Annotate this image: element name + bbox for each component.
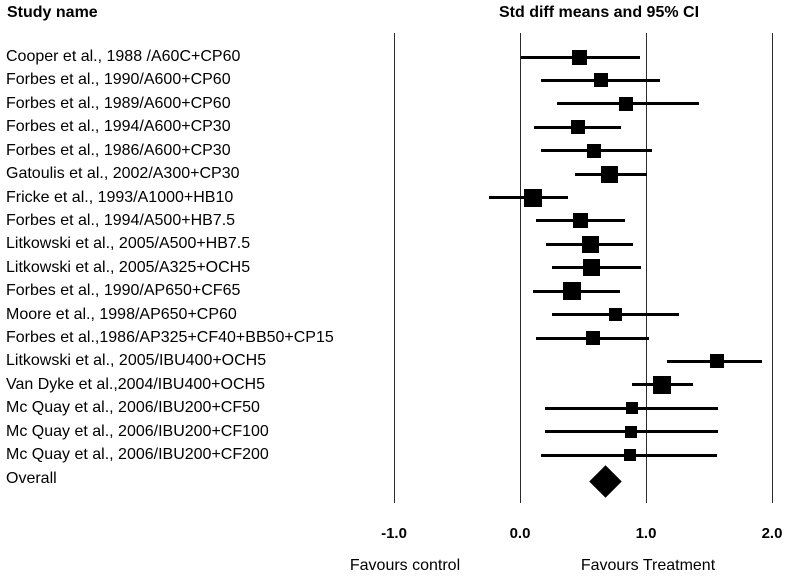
x-tick-label: -1.0 bbox=[381, 525, 407, 542]
study-label: Forbes et al.,1986/AP325+CF40+BB50+CP15 bbox=[6, 329, 334, 347]
effect-marker bbox=[626, 402, 639, 415]
study-label: Forbes et al., 1990/AP650+CF65 bbox=[6, 282, 241, 300]
effect-marker bbox=[609, 308, 623, 322]
effect-marker bbox=[618, 96, 633, 111]
effect-marker bbox=[709, 354, 724, 369]
effect-marker bbox=[653, 375, 672, 394]
effect-marker bbox=[587, 143, 602, 158]
grid-line bbox=[519, 33, 521, 503]
study-label: Cooper et al., 1988 /A60C+CP60 bbox=[6, 48, 241, 65]
x-tick-label: 1.0 bbox=[635, 525, 657, 542]
grid-line bbox=[393, 33, 395, 503]
grid-line bbox=[645, 33, 647, 503]
study-label: Van Dyke et al.,2004/IBU400+OCH5 bbox=[6, 375, 265, 393]
effect-marker bbox=[582, 235, 600, 253]
effect-marker bbox=[623, 449, 636, 462]
favours-treatment-label: Favours Treatment bbox=[580, 557, 716, 574]
favours-control-label: Favours control bbox=[349, 557, 461, 574]
study-label: Forbes et al., 1986/A600+CP30 bbox=[6, 141, 231, 159]
study-label: Litkowski et al., 2005/A325+OCH5 bbox=[6, 258, 251, 276]
effect-marker bbox=[523, 188, 542, 207]
study-label: Forbes et al., 1994/A500+HB7.5 bbox=[6, 211, 236, 229]
study-label: Forbes et al., 1989/A600+CP60 bbox=[6, 94, 231, 112]
x-tick-label: 0.0 bbox=[509, 525, 531, 542]
overall-diamond bbox=[589, 465, 622, 498]
study-label: Litkowski et al., 2005/A500+HB7.5 bbox=[6, 235, 251, 253]
effect-marker bbox=[586, 331, 601, 346]
plot-column-header: Std diff means and 95% CI bbox=[498, 4, 700, 21]
effect-marker bbox=[570, 120, 585, 135]
x-tick-label: 2.0 bbox=[761, 525, 783, 542]
effect-marker bbox=[624, 425, 637, 438]
study-label: Forbes et al., 1990/A600+CP60 bbox=[6, 71, 231, 89]
effect-marker bbox=[600, 165, 618, 183]
study-label: Mc Quay et al., 2006/IBU200+CF50 bbox=[6, 399, 260, 417]
study-label: Gatoulis et al., 2002/A300+CP30 bbox=[6, 165, 240, 183]
study-label: Moore et al., 1998/AP650+CP60 bbox=[6, 305, 237, 323]
effect-marker bbox=[571, 49, 587, 65]
effect-marker bbox=[572, 213, 588, 229]
study-label: Litkowski et al., 2005/IBU400+OCH5 bbox=[6, 352, 267, 370]
effect-marker bbox=[593, 73, 608, 88]
study-label: Forbes et al., 1994/A600+CP30 bbox=[6, 118, 231, 136]
study-label: Overall bbox=[6, 469, 57, 487]
study-label: Mc Quay et al., 2006/IBU200+CF100 bbox=[6, 422, 269, 440]
effect-marker bbox=[562, 282, 581, 301]
grid-line bbox=[771, 33, 773, 503]
study-label: Mc Quay et al., 2006/IBU200+CF200 bbox=[6, 446, 269, 464]
study-label: Fricke et al., 1993/A1000+HB10 bbox=[6, 188, 234, 206]
effect-marker bbox=[583, 259, 601, 277]
study-column-header: Study name bbox=[7, 4, 98, 21]
